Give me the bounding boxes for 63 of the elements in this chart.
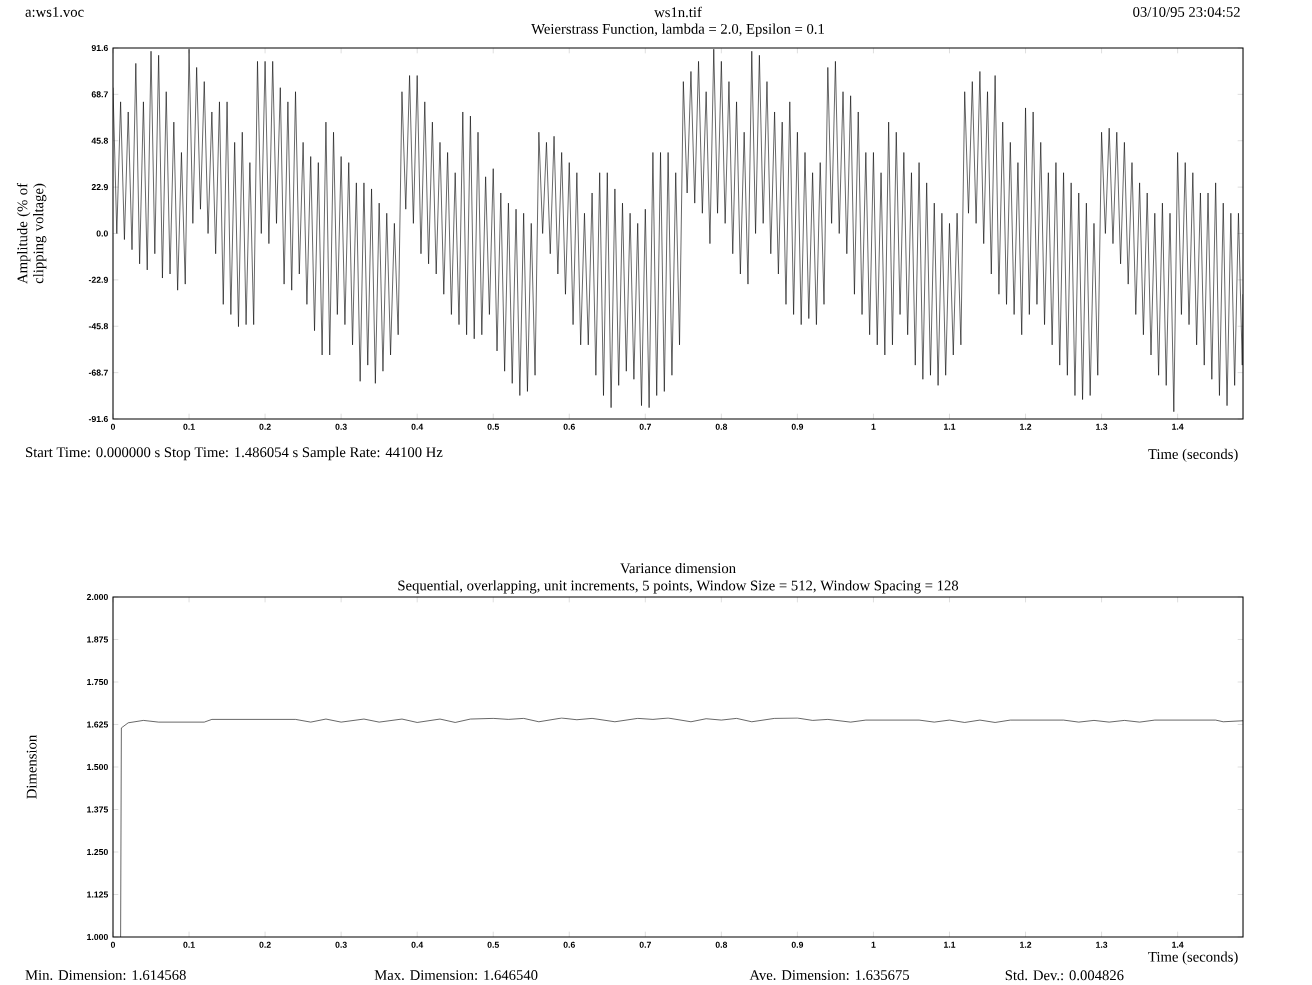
- x-tick-label: 1.2: [1020, 941, 1032, 948]
- chart-subtitle: Sequential, overlapping, unit increments, 5 points, Window Size = 512, Window Spacing = 128: [398, 580, 959, 594]
- chart-title: Weierstrass Function, lambda = 2.0, Epsilon = 0.1: [531, 23, 824, 37]
- x-tick-label: 1.4: [1172, 941, 1184, 948]
- y-tick-label: 22.9: [91, 184, 108, 191]
- x-tick-label: 1.1: [944, 941, 956, 948]
- x-tick-label: 0.3: [335, 941, 347, 949]
- x-tick-label: 0.2: [259, 423, 271, 430]
- x-tick-label: 0.5: [487, 941, 500, 948]
- y-tick-label: 68.7: [91, 91, 108, 98]
- y-tick-label: -22.9: [88, 276, 108, 284]
- y-tick-label: -45.8: [88, 323, 109, 330]
- x-tick-label: 0.1: [183, 941, 195, 948]
- x-tick-label: 1: [871, 423, 876, 430]
- x-tick-label: 1.1: [944, 423, 956, 430]
- x-axis-title: Time (seconds): [1148, 448, 1238, 463]
- x-tick-label: 1.4: [1172, 423, 1184, 430]
- x-tick-label: 0.6: [563, 941, 575, 948]
- x-tick-label: 1.3: [1096, 423, 1108, 430]
- x-tick-label: 0.6: [563, 423, 575, 430]
- y-tick-label: 1.250: [87, 849, 108, 856]
- y-tick-label: 1.500: [87, 764, 108, 771]
- x-tick-label: 0: [110, 423, 116, 430]
- y-tick-label: 91.6: [91, 45, 108, 52]
- text: a:ws1.voc: [25, 7, 84, 18]
- y-tick-label: 1.125: [87, 891, 109, 898]
- chart-title: Variance dimension: [620, 563, 736, 574]
- x-tick-label: 0.1: [183, 423, 195, 430]
- x-tick-label: 1.3: [1096, 941, 1108, 949]
- text: Ave. Dimension: 1.635675: [749, 970, 910, 981]
- x-tick-label: 0.9: [791, 423, 804, 430]
- y-tick-label: 1.375: [87, 806, 109, 813]
- x-tick-label: 0.5: [487, 423, 500, 430]
- x-tick-label: 0.8: [715, 423, 728, 430]
- y-axis-title: Dimension: [26, 735, 37, 799]
- y-tick-label: 1.000: [87, 934, 108, 941]
- x-axis-title: Time (seconds): [1148, 951, 1238, 965]
- y-tick-label: 0.0: [96, 230, 108, 237]
- y-tick-label: -91.6: [88, 416, 108, 423]
- y-axis-title: Amplitude (% of clipping voltage): [16, 183, 47, 284]
- y-tick-label: 1.875: [87, 636, 109, 643]
- y-tick-label: 1.625: [87, 721, 109, 728]
- y-tick-label: 1.750: [87, 679, 108, 686]
- x-tick-label: 0.3: [335, 423, 347, 430]
- x-tick-label: 0.8: [715, 941, 728, 948]
- y-tick-label: -68.7: [88, 369, 108, 376]
- text: Min. Dimension: 1.614568: [25, 970, 186, 981]
- x-tick-label: 1.2: [1020, 423, 1032, 430]
- x-tick-label: 0.2: [259, 941, 271, 948]
- x-tick-label: 0: [110, 941, 116, 948]
- text: Std. Dev.: 0.004826: [1005, 970, 1124, 981]
- x-tick-label: 1: [871, 941, 876, 948]
- x-tick-label: 0.4: [411, 941, 424, 948]
- text: ws1n.tif: [654, 6, 702, 18]
- x-tick-label: 0.7: [639, 423, 651, 430]
- text: Start Time: 0.000000 s Stop Time: 1.486054 s Sample Rate: 44100 Hz: [26, 447, 443, 461]
- y-tick-label: 45.8: [91, 137, 109, 144]
- x-tick-label: 0.7: [639, 941, 651, 948]
- y-tick-label: 2.000: [86, 594, 108, 601]
- text: Max. Dimension: 1.646540: [374, 970, 538, 981]
- x-tick-label: 0.4: [411, 423, 424, 430]
- x-tick-label: 0.9: [791, 941, 804, 948]
- text: 03/10/95 23:04:52: [1133, 7, 1240, 18]
